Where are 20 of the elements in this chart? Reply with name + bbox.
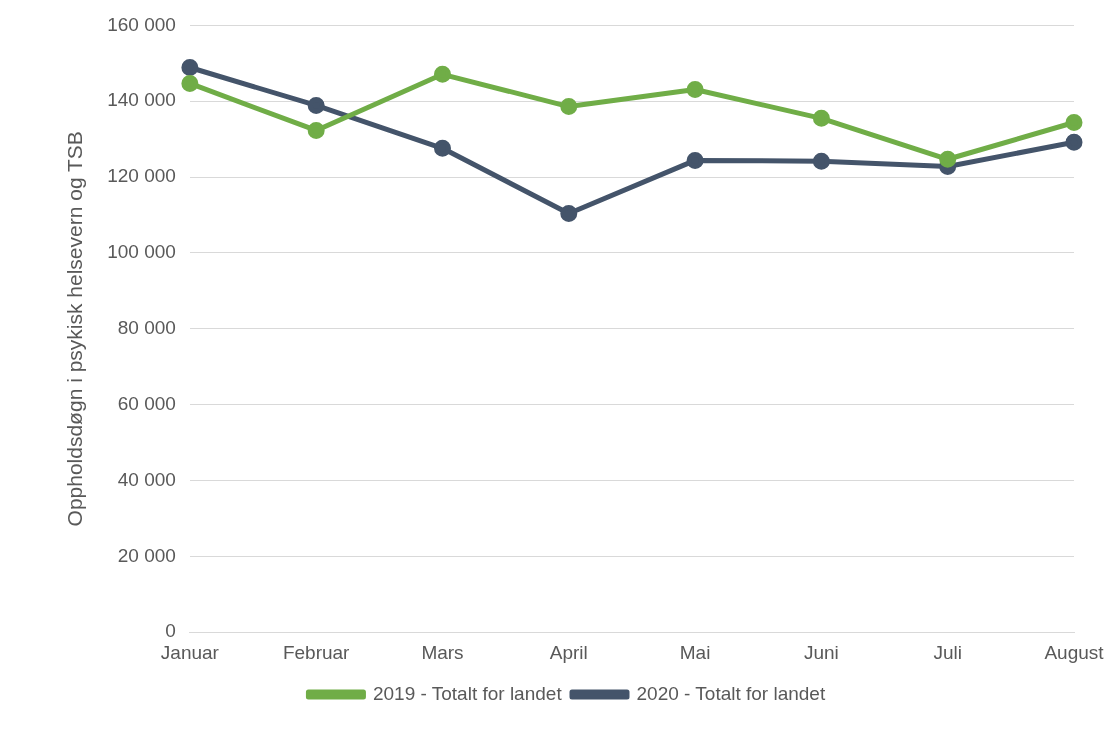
x-tick-label: Februar xyxy=(282,641,351,663)
y-tick-label: 100 000 xyxy=(107,241,176,263)
y-tick-label: 60 000 xyxy=(117,392,176,414)
y-axis-title: Oppholdsdøgn i psykisk helsevern og TSB xyxy=(63,131,87,527)
y-tick-label: 80 000 xyxy=(117,317,176,339)
x-tick-label: Juni xyxy=(803,641,839,663)
x-tick-label: Juli xyxy=(933,641,962,663)
legend-label: 2020 - Totalt for landet xyxy=(636,682,826,704)
y-tick-label: 160 000 xyxy=(107,13,176,35)
y-tick-label: 20 000 xyxy=(117,544,176,566)
x-tick-label: Mars xyxy=(421,641,464,663)
x-tick-label: April xyxy=(549,641,588,663)
legend-label: 2019 - Totalt for landet xyxy=(372,682,563,704)
y-tick-label: 0 xyxy=(165,620,176,642)
x-tick-label: Januar xyxy=(160,641,220,663)
y-tick-label: 120 000 xyxy=(107,165,176,187)
y-tick-label: 40 000 xyxy=(117,468,176,490)
y-tick-label: 140 000 xyxy=(107,89,176,111)
x-tick-label: August xyxy=(1044,641,1105,663)
x-tick-label: Mai xyxy=(679,641,711,663)
